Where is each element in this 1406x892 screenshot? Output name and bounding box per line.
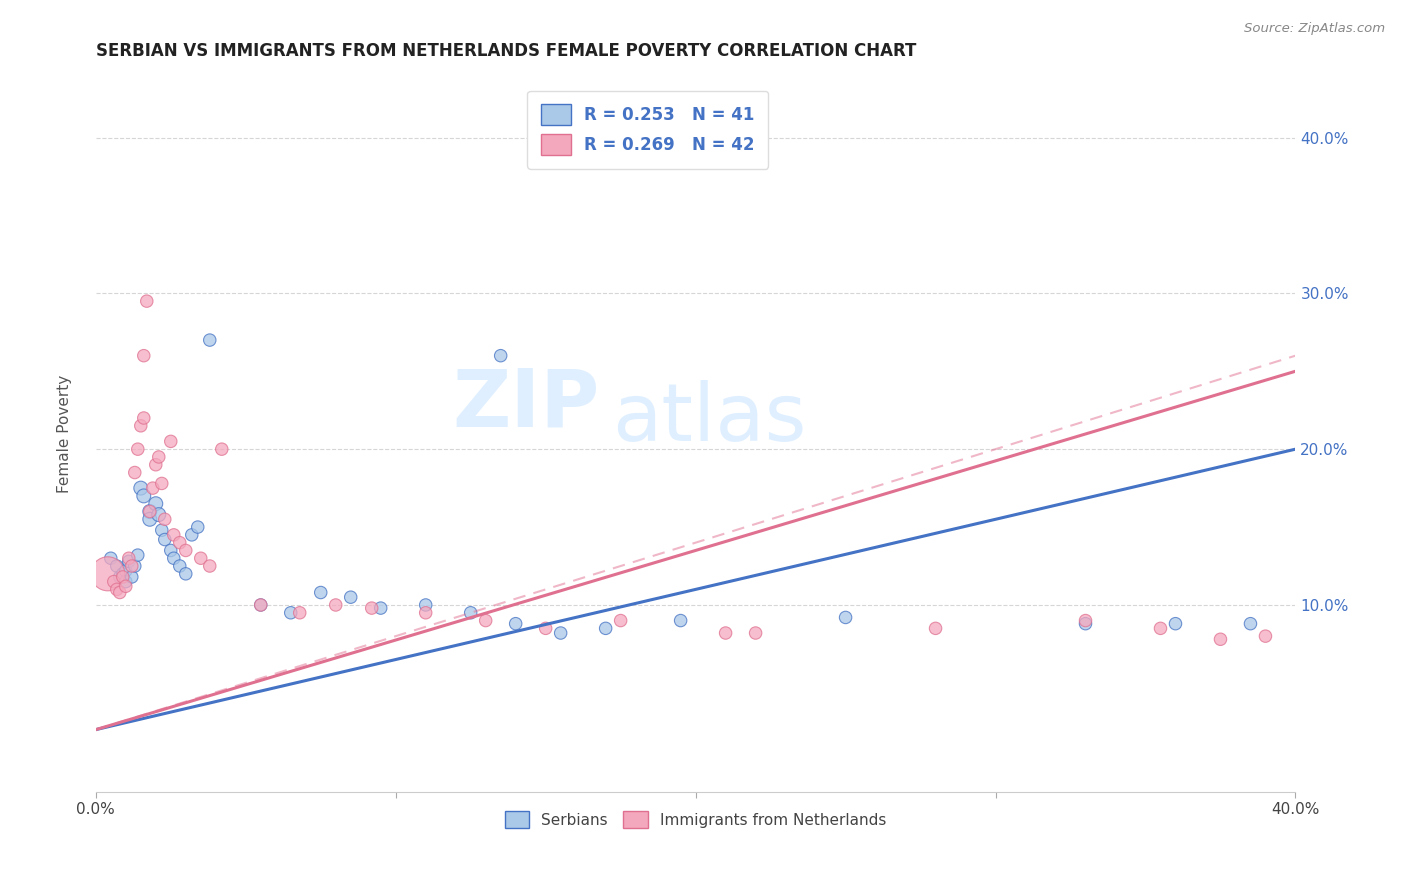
Point xyxy=(1074,616,1097,631)
Point xyxy=(1209,632,1232,647)
Point xyxy=(121,559,143,574)
Point xyxy=(153,533,176,547)
Point xyxy=(148,508,170,522)
Point xyxy=(288,606,311,620)
Point xyxy=(1239,616,1261,631)
Point xyxy=(135,294,157,309)
Text: ZIP: ZIP xyxy=(453,366,599,444)
Point xyxy=(474,614,496,628)
Point xyxy=(460,606,482,620)
Point xyxy=(153,512,176,526)
Point xyxy=(111,566,134,581)
Point xyxy=(100,551,122,566)
Point xyxy=(415,598,437,612)
Point xyxy=(187,520,209,534)
Point xyxy=(132,349,155,363)
Point xyxy=(108,585,131,599)
Point xyxy=(124,559,146,574)
Point xyxy=(139,504,162,518)
Point xyxy=(360,601,382,615)
Point xyxy=(118,551,141,566)
Point xyxy=(1164,616,1187,631)
Point xyxy=(129,418,152,433)
Point xyxy=(325,598,347,612)
Point xyxy=(1074,614,1097,628)
Point xyxy=(595,621,617,635)
Point xyxy=(129,481,152,495)
Point xyxy=(534,621,557,635)
Point xyxy=(124,466,146,480)
Point xyxy=(150,523,173,537)
Point xyxy=(105,559,128,574)
Point xyxy=(714,626,737,640)
Text: SERBIAN VS IMMIGRANTS FROM NETHERLANDS FEMALE POVERTY CORRELATION CHART: SERBIAN VS IMMIGRANTS FROM NETHERLANDS F… xyxy=(96,42,917,60)
Point xyxy=(190,551,212,566)
Point xyxy=(174,543,197,558)
Point xyxy=(163,528,186,542)
Point xyxy=(114,574,136,589)
Point xyxy=(198,333,221,347)
Text: atlas: atlas xyxy=(612,380,806,458)
Point xyxy=(489,349,512,363)
Point xyxy=(609,614,631,628)
Point xyxy=(148,450,170,464)
Point xyxy=(142,481,165,495)
Point xyxy=(1254,629,1277,643)
Point xyxy=(114,579,136,593)
Point xyxy=(505,616,527,631)
Point xyxy=(118,554,141,568)
Point xyxy=(198,559,221,574)
Point xyxy=(1149,621,1171,635)
Point xyxy=(180,528,202,542)
Point xyxy=(669,614,692,628)
Point xyxy=(211,442,233,457)
Point xyxy=(744,626,766,640)
Point xyxy=(105,582,128,597)
Point xyxy=(550,626,572,640)
Point xyxy=(280,606,302,620)
Point xyxy=(174,566,197,581)
Point xyxy=(132,489,155,503)
Text: Source: ZipAtlas.com: Source: ZipAtlas.com xyxy=(1244,22,1385,36)
Point xyxy=(249,598,271,612)
Point xyxy=(145,497,167,511)
Point xyxy=(132,411,155,425)
Point xyxy=(103,574,125,589)
Point xyxy=(169,535,191,549)
Point xyxy=(370,601,392,615)
Point xyxy=(834,610,856,624)
Point xyxy=(309,585,332,599)
Point xyxy=(924,621,946,635)
Point xyxy=(108,570,131,584)
Legend: Serbians, Immigrants from Netherlands: Serbians, Immigrants from Netherlands xyxy=(499,805,893,835)
Point xyxy=(111,570,134,584)
Point xyxy=(121,570,143,584)
Point xyxy=(127,442,149,457)
Point xyxy=(127,548,149,562)
Point xyxy=(97,566,120,581)
Point xyxy=(163,551,186,566)
Point xyxy=(159,434,181,449)
Point xyxy=(145,458,167,472)
Point xyxy=(339,590,361,604)
Y-axis label: Female Poverty: Female Poverty xyxy=(58,375,72,492)
Point xyxy=(114,564,136,578)
Point xyxy=(139,512,162,526)
Point xyxy=(169,559,191,574)
Point xyxy=(159,543,181,558)
Point xyxy=(415,606,437,620)
Point xyxy=(139,504,162,518)
Point xyxy=(249,598,271,612)
Point xyxy=(150,476,173,491)
